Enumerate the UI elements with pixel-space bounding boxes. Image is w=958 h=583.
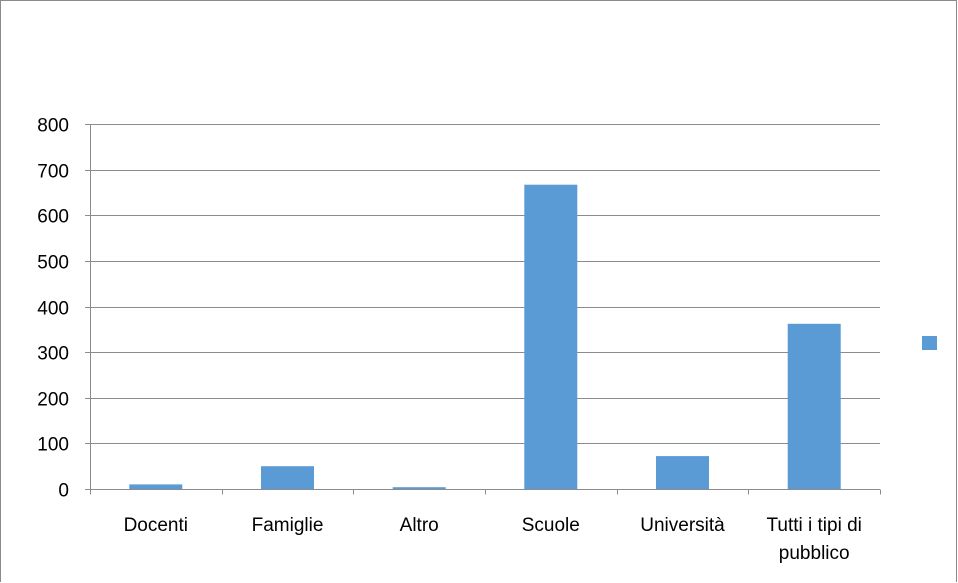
bar-famiglie [261, 466, 314, 489]
y-tick-labels: 0 100 200 300 400 500 600 700 800 [37, 116, 69, 502]
x-tick-label: Tutti i tipi di [767, 515, 862, 536]
x-tick-label: Docenti [124, 515, 188, 536]
gridlines [90, 124, 880, 444]
y-tick-label: 800 [37, 116, 69, 137]
y-tick-label: 500 [37, 253, 69, 274]
y-tick-label: 100 [37, 435, 69, 456]
y-tick-label: 300 [37, 344, 69, 365]
bar-altro [392, 487, 446, 489]
y-tick-label: 200 [37, 390, 69, 411]
bar-docenti [129, 484, 183, 489]
bars [129, 184, 841, 489]
x-tick-label: Scuole [522, 515, 580, 536]
bar-tutti-i-tipi-di-pubblico [787, 323, 841, 489]
y-tick-label: 400 [37, 299, 69, 320]
x-tick-label: pubblico [779, 543, 850, 564]
y-tick-label: 0 [58, 481, 69, 502]
x-tick-label: Università [640, 515, 725, 536]
y-tick-label: 600 [37, 207, 69, 228]
x-tick-label: Altro [400, 515, 439, 536]
x-tick-label: Famiglie [252, 515, 324, 536]
x-tick-labels: Docenti Famiglie Altro Scuole Università Tutt… [124, 515, 862, 564]
bar-scuole [524, 184, 578, 489]
legend [922, 336, 937, 350]
legend-swatch [922, 336, 937, 350]
bar-universit- [656, 456, 709, 489]
axes [85, 124, 881, 495]
y-tick-label: 700 [37, 162, 69, 183]
